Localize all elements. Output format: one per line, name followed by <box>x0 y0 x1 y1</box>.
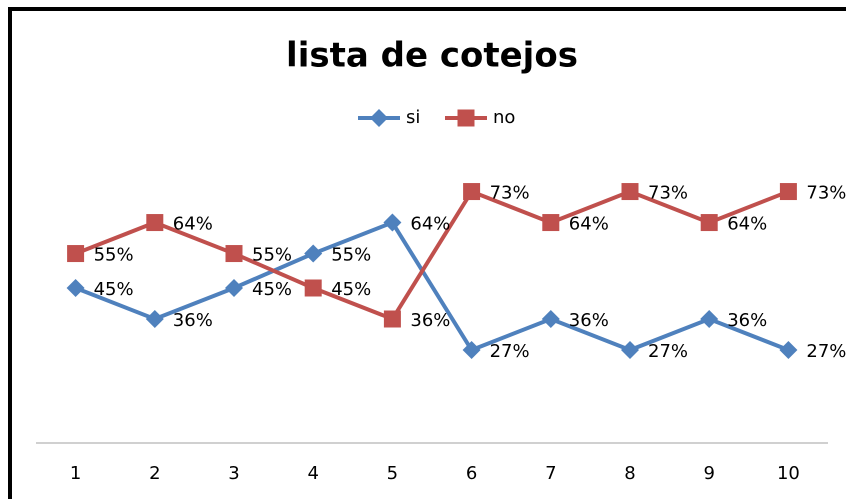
x-tick-label: 9 <box>703 463 714 484</box>
data-label: 27% <box>648 341 688 362</box>
data-point <box>383 213 402 232</box>
data-point <box>700 214 718 232</box>
legend-marker <box>457 109 475 127</box>
legend-label: si <box>406 107 420 128</box>
data-point <box>463 183 481 201</box>
data-label: 45% <box>252 279 292 300</box>
data-label: 45% <box>94 279 134 300</box>
data-point <box>621 341 639 359</box>
data-point <box>225 245 243 263</box>
data-label: 27% <box>490 341 530 362</box>
series-line <box>74 220 790 353</box>
data-label: 73% <box>648 183 688 204</box>
data-label: 36% <box>410 310 450 331</box>
data-label: 55% <box>331 245 371 266</box>
data-label: 64% <box>173 214 213 235</box>
data-point <box>700 310 719 328</box>
series-line <box>74 189 790 322</box>
data-point <box>541 310 560 328</box>
data-point <box>145 310 164 328</box>
data-label: 55% <box>94 245 134 266</box>
x-tick-label: 4 <box>307 463 318 484</box>
data-point <box>462 341 481 359</box>
frame <box>8 7 846 499</box>
x-tick-label: 7 <box>545 463 556 484</box>
chart-title: lista de cotejos <box>286 36 578 76</box>
data-label: 45% <box>331 279 371 300</box>
data-label: 73% <box>490 183 530 204</box>
data-point <box>621 183 639 201</box>
data-label: 27% <box>806 341 846 362</box>
x-tick-label: 8 <box>624 463 635 484</box>
x-tick-label: 6 <box>466 463 477 484</box>
data-point <box>304 244 323 263</box>
data-label: 36% <box>727 310 767 331</box>
data-label: 55% <box>252 245 292 266</box>
data-point <box>779 341 798 359</box>
x-tick-label: 3 <box>228 463 239 484</box>
data-label: 64% <box>569 214 609 235</box>
data-label: 36% <box>173 310 213 331</box>
data-point <box>146 214 164 232</box>
x-tick-label: 2 <box>149 463 160 484</box>
data-label: 36% <box>569 310 609 331</box>
x-tick-label: 10 <box>777 463 800 484</box>
data-label: 64% <box>410 214 450 235</box>
data-point <box>383 310 401 328</box>
data-label: 64% <box>727 214 767 235</box>
x-tick-label: 5 <box>387 463 398 484</box>
x-tick-label: 1 <box>70 463 81 484</box>
legend-marker <box>370 109 388 127</box>
data-point <box>67 245 85 263</box>
data-point <box>779 183 797 201</box>
data-point <box>304 279 322 297</box>
data-point <box>542 214 560 232</box>
data-point <box>225 279 243 297</box>
data-label: 73% <box>806 183 846 204</box>
legend-label: no <box>493 107 515 128</box>
data-point <box>66 279 85 297</box>
